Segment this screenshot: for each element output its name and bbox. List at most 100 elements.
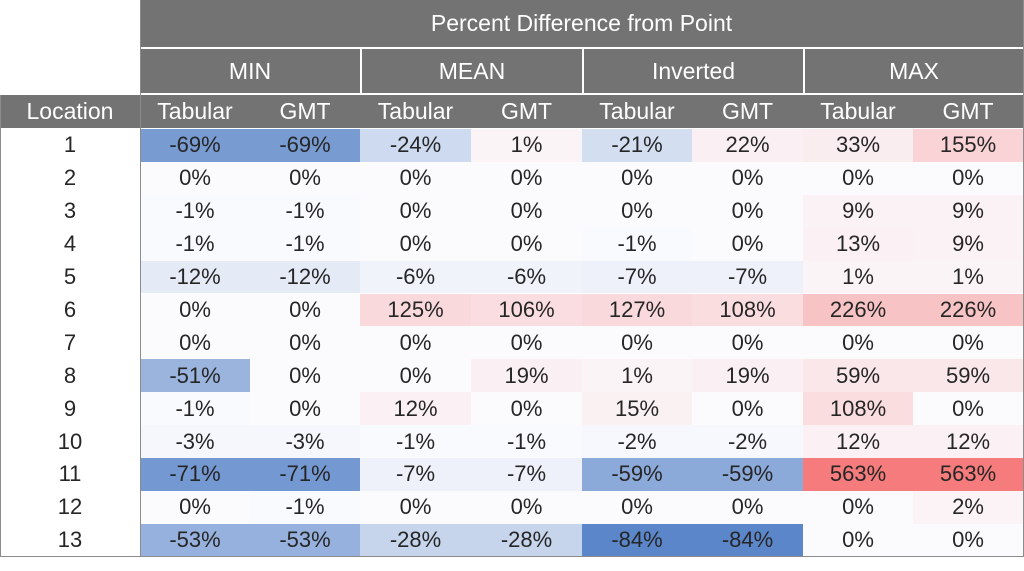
value-cell: -1%	[360, 425, 471, 458]
value-cell: 0%	[471, 161, 582, 195]
value-cell: 1%	[582, 359, 692, 393]
value-cell: -84%	[692, 523, 803, 557]
value-cell: -51%	[140, 359, 250, 393]
value-cell: 0%	[803, 161, 913, 195]
value-cell: -69%	[250, 129, 360, 162]
value-cell: 0%	[471, 227, 582, 261]
value-cell: 0%	[471, 392, 582, 426]
value-cell: 19%	[692, 359, 803, 393]
value-cell: -1%	[250, 194, 360, 228]
value-cell: 0%	[140, 490, 250, 524]
value-cell: 33%	[803, 129, 913, 162]
value-cell: 0%	[250, 293, 360, 327]
value-cell: -69%	[140, 129, 250, 162]
value-cell: -1%	[140, 227, 250, 261]
value-cell: 0%	[692, 326, 803, 360]
location-cell: 13	[0, 523, 140, 557]
value-cell: 2%	[913, 490, 1023, 524]
value-cell: 0%	[250, 392, 360, 426]
group-header-max: MAX	[805, 49, 1023, 93]
location-cell: 6	[0, 293, 140, 327]
value-cell: 0%	[250, 326, 360, 360]
value-cell: 563%	[803, 458, 913, 491]
value-cell: 563%	[913, 458, 1023, 491]
grid-line	[0, 555, 1024, 557]
value-cell: 15%	[582, 392, 692, 426]
value-cell: 0%	[360, 227, 471, 261]
group-header-min: MIN	[140, 49, 360, 93]
value-cell: -1%	[140, 392, 250, 426]
value-cell: -71%	[140, 458, 250, 491]
sub-header-max-gmt: GMT	[913, 95, 1023, 128]
location-cell: 2	[0, 161, 140, 195]
value-cell: 0%	[471, 326, 582, 360]
location-cell: 5	[0, 260, 140, 294]
value-cell: 0%	[471, 490, 582, 524]
value-cell: 0%	[803, 326, 913, 360]
value-cell: 226%	[913, 293, 1023, 327]
value-cell: 0%	[692, 227, 803, 261]
value-cell: 0%	[250, 359, 360, 393]
location-cell: 12	[0, 490, 140, 524]
value-cell: 0%	[692, 490, 803, 524]
value-cell: 0%	[360, 490, 471, 524]
location-cell: 7	[0, 326, 140, 360]
value-cell: 0%	[360, 161, 471, 195]
value-cell: -1%	[582, 227, 692, 261]
value-cell: -28%	[360, 523, 471, 557]
value-cell: -6%	[471, 260, 582, 294]
value-cell: 12%	[803, 425, 913, 458]
value-cell: -7%	[692, 260, 803, 294]
value-cell: -3%	[140, 425, 250, 458]
value-cell: 59%	[803, 359, 913, 393]
value-cell: 1%	[803, 260, 913, 294]
value-cell: 0%	[913, 523, 1023, 557]
value-cell: -6%	[360, 260, 471, 294]
location-header: Location	[0, 95, 140, 128]
value-cell: -12%	[140, 260, 250, 294]
value-cell: 12%	[360, 392, 471, 426]
value-cell: 0%	[692, 161, 803, 195]
value-cell: 0%	[913, 392, 1023, 426]
value-cell: 13%	[803, 227, 913, 261]
value-cell: -1%	[250, 490, 360, 524]
sub-header-min-gmt: GMT	[250, 95, 360, 128]
value-cell: 0%	[582, 326, 692, 360]
value-cell: 0%	[140, 293, 250, 327]
location-cell: 11	[0, 458, 140, 491]
sub-header-inverted-tabular: Tabular	[582, 95, 692, 128]
location-cell: 4	[0, 227, 140, 261]
value-cell: 106%	[471, 293, 582, 327]
value-cell: -59%	[692, 458, 803, 491]
value-cell: 0%	[471, 194, 582, 228]
location-cell: 3	[0, 194, 140, 228]
sub-header-inverted-gmt: GMT	[692, 95, 803, 128]
value-cell: 9%	[803, 194, 913, 228]
value-cell: -1%	[140, 194, 250, 228]
value-cell: 0%	[250, 161, 360, 195]
value-cell: 0%	[692, 194, 803, 228]
location-cell: 8	[0, 359, 140, 393]
location-cell: 1	[0, 129, 140, 162]
value-cell: 0%	[582, 194, 692, 228]
value-cell: 125%	[360, 293, 471, 327]
value-cell: 0%	[582, 161, 692, 195]
value-cell: -2%	[582, 425, 692, 458]
value-cell: -24%	[360, 129, 471, 162]
value-cell: 0%	[360, 326, 471, 360]
value-cell: -53%	[250, 523, 360, 557]
value-cell: 226%	[803, 293, 913, 327]
value-cell: -59%	[582, 458, 692, 491]
value-cell: 108%	[803, 392, 913, 426]
sub-header-mean-gmt: GMT	[471, 95, 582, 128]
value-cell: 0%	[360, 194, 471, 228]
sub-header-mean-tabular: Tabular	[360, 95, 471, 128]
sub-header-min-tabular: Tabular	[140, 95, 250, 128]
value-cell: -84%	[582, 523, 692, 557]
value-cell: 155%	[913, 129, 1023, 162]
value-cell: 0%	[913, 326, 1023, 360]
value-cell: 108%	[692, 293, 803, 327]
value-cell: -3%	[250, 425, 360, 458]
value-cell: -2%	[692, 425, 803, 458]
value-cell: 1%	[471, 129, 582, 162]
